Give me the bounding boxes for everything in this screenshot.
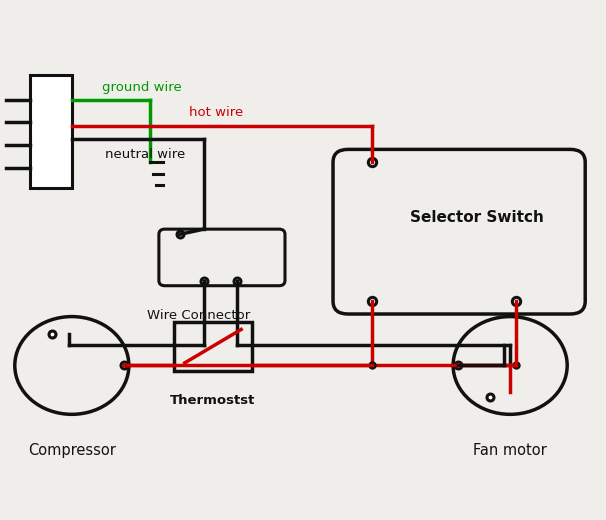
FancyBboxPatch shape: [30, 75, 72, 188]
Text: hot wire: hot wire: [189, 107, 243, 120]
Text: Fan motor: Fan motor: [473, 443, 547, 458]
Text: Wire Connector: Wire Connector: [147, 309, 251, 322]
Text: ground wire: ground wire: [102, 81, 182, 94]
Text: neutral wire: neutral wire: [105, 148, 185, 161]
Text: Compressor: Compressor: [28, 443, 116, 458]
Text: Selector Switch: Selector Switch: [410, 210, 544, 225]
Text: Thermostst: Thermostst: [170, 394, 256, 407]
